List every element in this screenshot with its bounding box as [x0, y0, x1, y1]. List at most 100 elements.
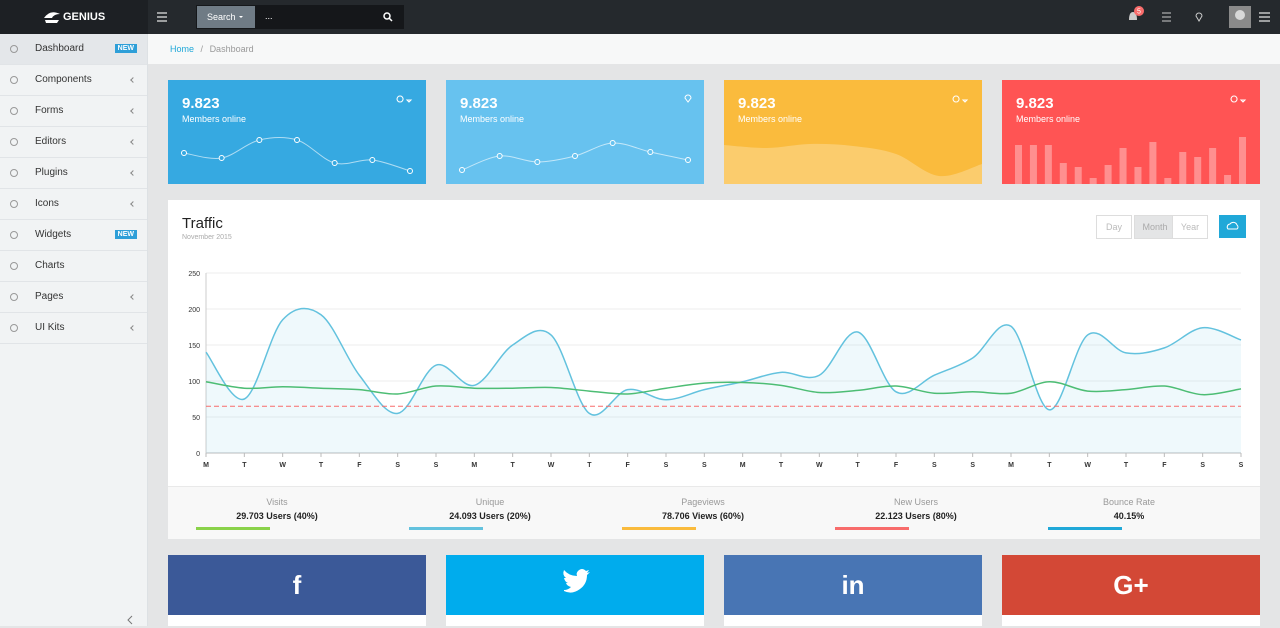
x-tick-label: W — [816, 462, 823, 469]
nav-icon — [10, 231, 18, 239]
card-chart — [1015, 95, 1247, 184]
x-tick-label: S — [932, 462, 937, 469]
nav-chevron — [130, 77, 136, 83]
nav-label: Charts — [35, 260, 65, 271]
card-point — [294, 137, 300, 143]
nav-icon-shape — [10, 262, 18, 270]
y-tick-label: 200 — [188, 307, 200, 314]
x-tick-label: T — [779, 462, 784, 469]
card-point — [181, 150, 187, 156]
x-tick-label: S — [1200, 462, 1205, 469]
series-area — [206, 308, 1241, 453]
bird-icon — [563, 569, 590, 593]
card-point — [609, 140, 616, 146]
nav-icon — [10, 107, 18, 115]
list-icon[interactable] — [1162, 12, 1171, 22]
card-bar — [1089, 178, 1097, 184]
search-input[interactable]: ... — [265, 11, 273, 21]
download-button[interactable] — [1219, 215, 1246, 238]
range-button[interactable]: Month — [1134, 215, 1176, 239]
card-point — [256, 137, 263, 143]
y-tick-label: 250 — [188, 271, 200, 278]
nav-item[interactable]: Dashboard NEW — [0, 34, 147, 65]
card-bar — [1044, 145, 1052, 184]
nav-item[interactable]: Forms — [0, 96, 147, 127]
stat-card: 9.823 Members online — [1002, 80, 1260, 184]
card-bar — [1104, 165, 1112, 184]
nav-item[interactable]: UI Kits — [0, 313, 147, 344]
x-tick-label: S — [970, 462, 975, 469]
card-chart — [724, 95, 982, 184]
collapse-icon[interactable] — [122, 612, 138, 628]
nav-label: Pages — [35, 291, 64, 302]
stat-value: 40.15% — [1113, 511, 1145, 521]
social-icon — [563, 569, 590, 593]
stat-bar — [409, 527, 483, 530]
traffic-panel: Traffic November 2015 — [168, 200, 1260, 538]
pin-icon[interactable] — [1195, 12, 1203, 22]
search-icon-handle — [388, 17, 393, 22]
nav-icon-shape — [10, 324, 18, 332]
social-card-body — [1002, 615, 1260, 626]
menu-icon — [157, 12, 167, 22]
card-point — [496, 153, 503, 159]
stat-bar — [622, 527, 696, 530]
nav-chevron — [130, 170, 136, 176]
nav-label: Dashboard — [35, 43, 84, 54]
card-bar — [1149, 142, 1157, 184]
range-button[interactable]: Day — [1096, 215, 1132, 239]
social-icon: in — [841, 570, 865, 600]
nav-label: Editors — [35, 136, 67, 147]
notification-count: 5 — [1137, 9, 1141, 16]
social-card[interactable]: in — [724, 555, 982, 615]
search-icon[interactable] — [383, 12, 391, 20]
menu-icon-right[interactable] — [1259, 12, 1270, 22]
nav-item[interactable]: Editors — [0, 127, 147, 158]
breadcrumb-link[interactable]: Home — [170, 44, 195, 54]
traffic-stats: Visits 29.703 Users (40%) Unique 24.093 Use… — [168, 486, 1260, 539]
card-chart — [181, 95, 413, 174]
x-tick-label: F — [626, 462, 631, 469]
search-button-label[interactable]: Search — [207, 12, 236, 22]
stat-bar — [835, 527, 909, 530]
card-value: 9.823 — [460, 95, 498, 112]
x-tick-label: F — [357, 462, 362, 469]
nav-item[interactable]: Components — [0, 65, 147, 96]
nav-item[interactable]: Charts — [0, 251, 147, 282]
nav-chevron — [130, 108, 136, 114]
nav-item[interactable]: Widgets NEW — [0, 220, 147, 251]
nav-chevron — [130, 325, 136, 331]
card-point — [407, 168, 413, 174]
nav-badge: NEW — [114, 230, 137, 239]
logo-icon — [44, 12, 60, 23]
caret — [239, 16, 243, 18]
y-tick-label: 150 — [188, 343, 200, 350]
card-point — [369, 157, 376, 163]
range-button[interactable]: Year — [1172, 215, 1208, 239]
search-button[interactable] — [197, 6, 255, 28]
social-card[interactable]: f — [168, 555, 426, 615]
nav-label: Forms — [35, 105, 64, 116]
stat-bar — [196, 527, 270, 530]
social-card[interactable] — [446, 555, 704, 615]
card-value: 9.823 — [738, 95, 776, 112]
avatar-face — [1235, 10, 1245, 20]
nav-label: UI Kits — [35, 322, 65, 333]
nav-icon — [10, 45, 18, 53]
nav-item[interactable]: Icons — [0, 189, 147, 220]
card-point — [459, 167, 465, 173]
card-value: 9.823 — [182, 95, 220, 112]
card-label: Members online — [182, 114, 247, 124]
x-tick-label: S — [395, 462, 400, 469]
x-tick-label: W — [279, 462, 286, 469]
nav-icon-shape — [10, 200, 18, 208]
social-card[interactable]: G+ — [1002, 555, 1260, 615]
stat-card: 9.823 Members online — [724, 80, 982, 184]
x-tick-label: S — [434, 462, 439, 469]
social-icon: f — [292, 570, 302, 600]
traffic-subtitle: November 2015 — [182, 234, 232, 241]
nav-chevron — [130, 139, 136, 145]
brand: GENIUS — [63, 11, 106, 23]
nav-item[interactable]: Pages — [0, 282, 147, 313]
nav-item[interactable]: Plugins — [0, 158, 147, 189]
